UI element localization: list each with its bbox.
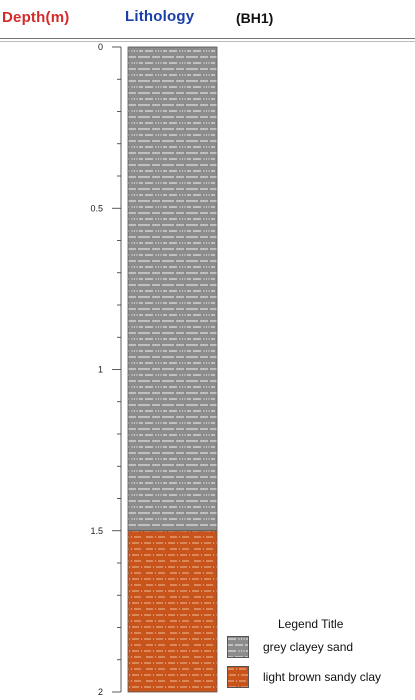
legend-item-light-brown-sandy-clay: light brown sandy clay xyxy=(227,666,413,688)
depth-tick-label: 1 xyxy=(98,365,103,375)
header-divider xyxy=(0,38,415,39)
borehole-id: (BH1) xyxy=(236,10,274,26)
depth-tick-label: 2 xyxy=(98,687,103,697)
depth-column-title: Depth(m) xyxy=(2,9,70,26)
depth-axis: 0 0.5 1 1.5 2 xyxy=(90,42,122,697)
depth-tick-label: 0.5 xyxy=(90,203,103,213)
legend: Legend Title grey clayey sand light brow… xyxy=(224,612,414,694)
depth-tick-label: 0 xyxy=(98,42,103,52)
legend-swatch-light-brown-sandy-clay xyxy=(227,666,249,688)
log-header: Depth(m) Lithology (BH1) xyxy=(0,0,415,34)
depth-tick-label: 1.5 xyxy=(90,526,103,536)
layer-grey-clayey-sand xyxy=(127,46,218,532)
header-divider-secondary xyxy=(0,41,415,42)
legend-item-grey-clayey-sand: grey clayey sand xyxy=(227,636,413,658)
layers-group xyxy=(127,46,218,693)
lithology-column-title: Lithology xyxy=(125,8,195,25)
layer-light-brown-sandy-clay xyxy=(127,530,218,693)
legend-label: light brown sandy clay xyxy=(263,670,382,684)
legend-label: grey clayey sand xyxy=(263,640,354,654)
legend-swatch-grey-clayey-sand xyxy=(227,636,249,658)
legend-title: Legend Title xyxy=(278,617,344,631)
